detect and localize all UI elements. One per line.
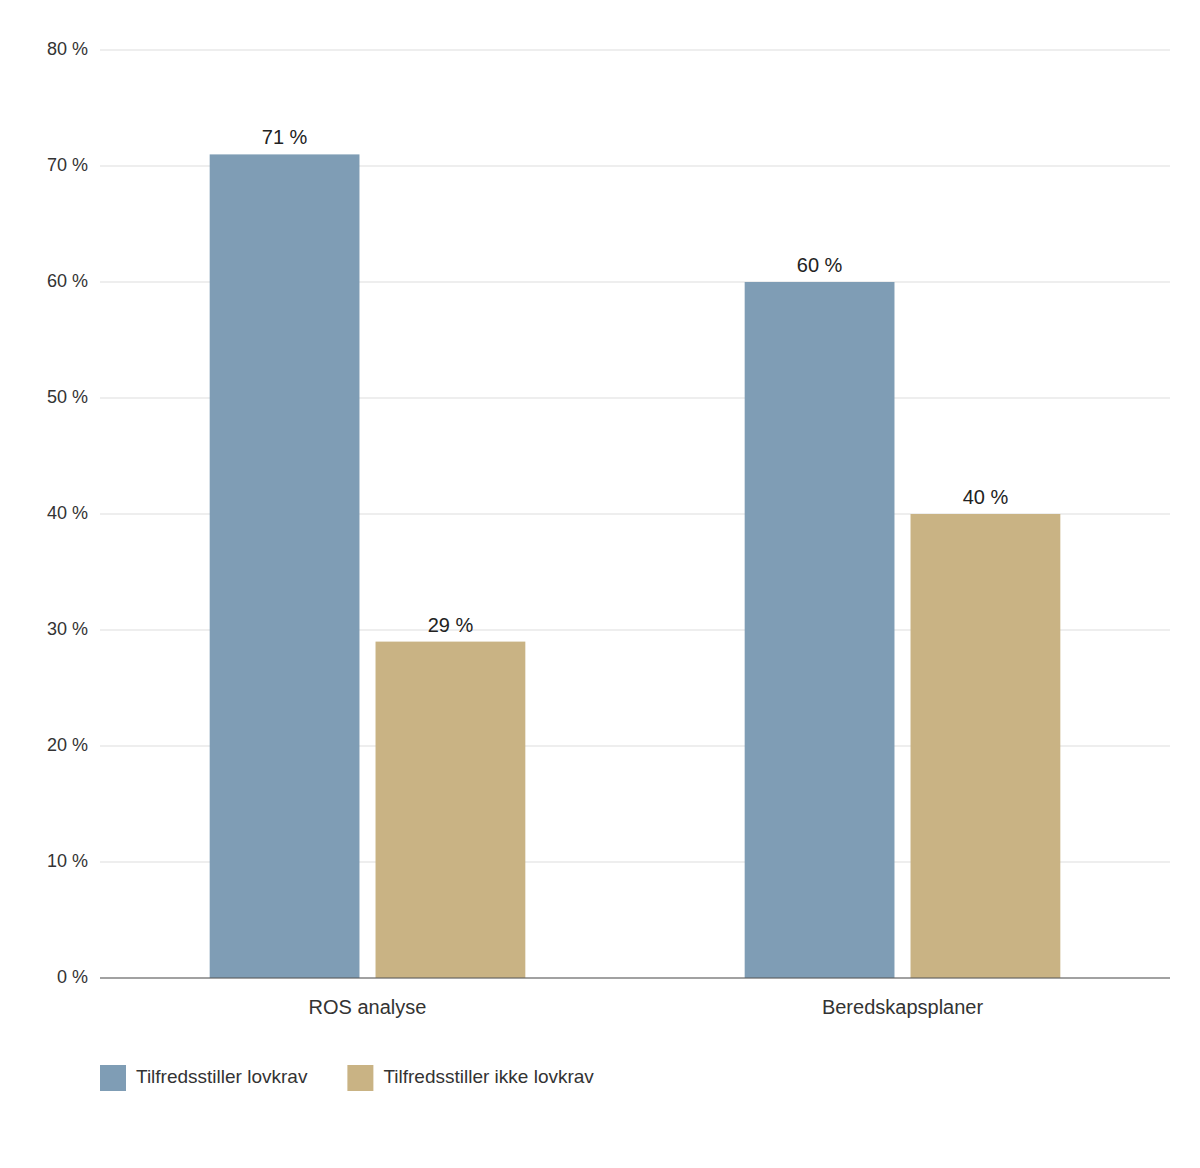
y-axis: 0 % 10 % 20 % 30 % 40 % 50 % 60 % 70 % 80 %: [47, 39, 88, 987]
bar: [911, 514, 1061, 978]
y-tick-label: 10 %: [47, 851, 88, 871]
legend-swatch: [347, 1065, 373, 1091]
data-labels: 71 % 60 % 29 % 40 %: [262, 126, 1009, 635]
data-label: 60 %: [797, 254, 843, 276]
x-axis-line: [100, 978, 1170, 979]
legend-swatch: [100, 1065, 126, 1091]
data-label: 40 %: [963, 486, 1009, 508]
y-tick-label: 20 %: [47, 735, 88, 755]
legend-label: Tilfredsstiller ikke lovkrav: [383, 1066, 594, 1087]
x-axis: ROS analyse Beredskapsplaner: [100, 978, 1170, 1018]
y-tick-label: 40 %: [47, 503, 88, 523]
y-tick-label: 50 %: [47, 387, 88, 407]
legend: Tilfredsstiller lovkrav Tilfredsstiller i…: [100, 1065, 594, 1091]
chart-container: 0 % 10 % 20 % 30 % 40 % 50 % 60 % 70 % 80 % 71 % 6…: [0, 0, 1200, 1168]
grid-line: [100, 978, 1170, 979]
grid: [100, 50, 1170, 978]
data-label: 29 %: [428, 614, 474, 636]
bar: [376, 642, 526, 978]
y-tick-label: 80 %: [47, 39, 88, 59]
bar: [210, 154, 360, 978]
y-tick-label: 30 %: [47, 619, 88, 639]
x-tick-label: Beredskapsplaner: [822, 996, 984, 1018]
grid-line: [100, 50, 1170, 51]
chart: 0 % 10 % 20 % 30 % 40 % 50 % 60 % 70 % 80 % 71 % 6…: [0, 0, 1200, 1168]
y-tick-label: 0 %: [57, 967, 88, 987]
x-tick-label: ROS analyse: [309, 996, 427, 1018]
bar: [745, 282, 895, 978]
data-label: 71 %: [262, 126, 308, 148]
legend-label: Tilfredsstiller lovkrav: [136, 1066, 308, 1087]
y-tick-label: 70 %: [47, 155, 88, 175]
y-tick-label: 60 %: [47, 271, 88, 291]
bars: [210, 154, 1061, 978]
